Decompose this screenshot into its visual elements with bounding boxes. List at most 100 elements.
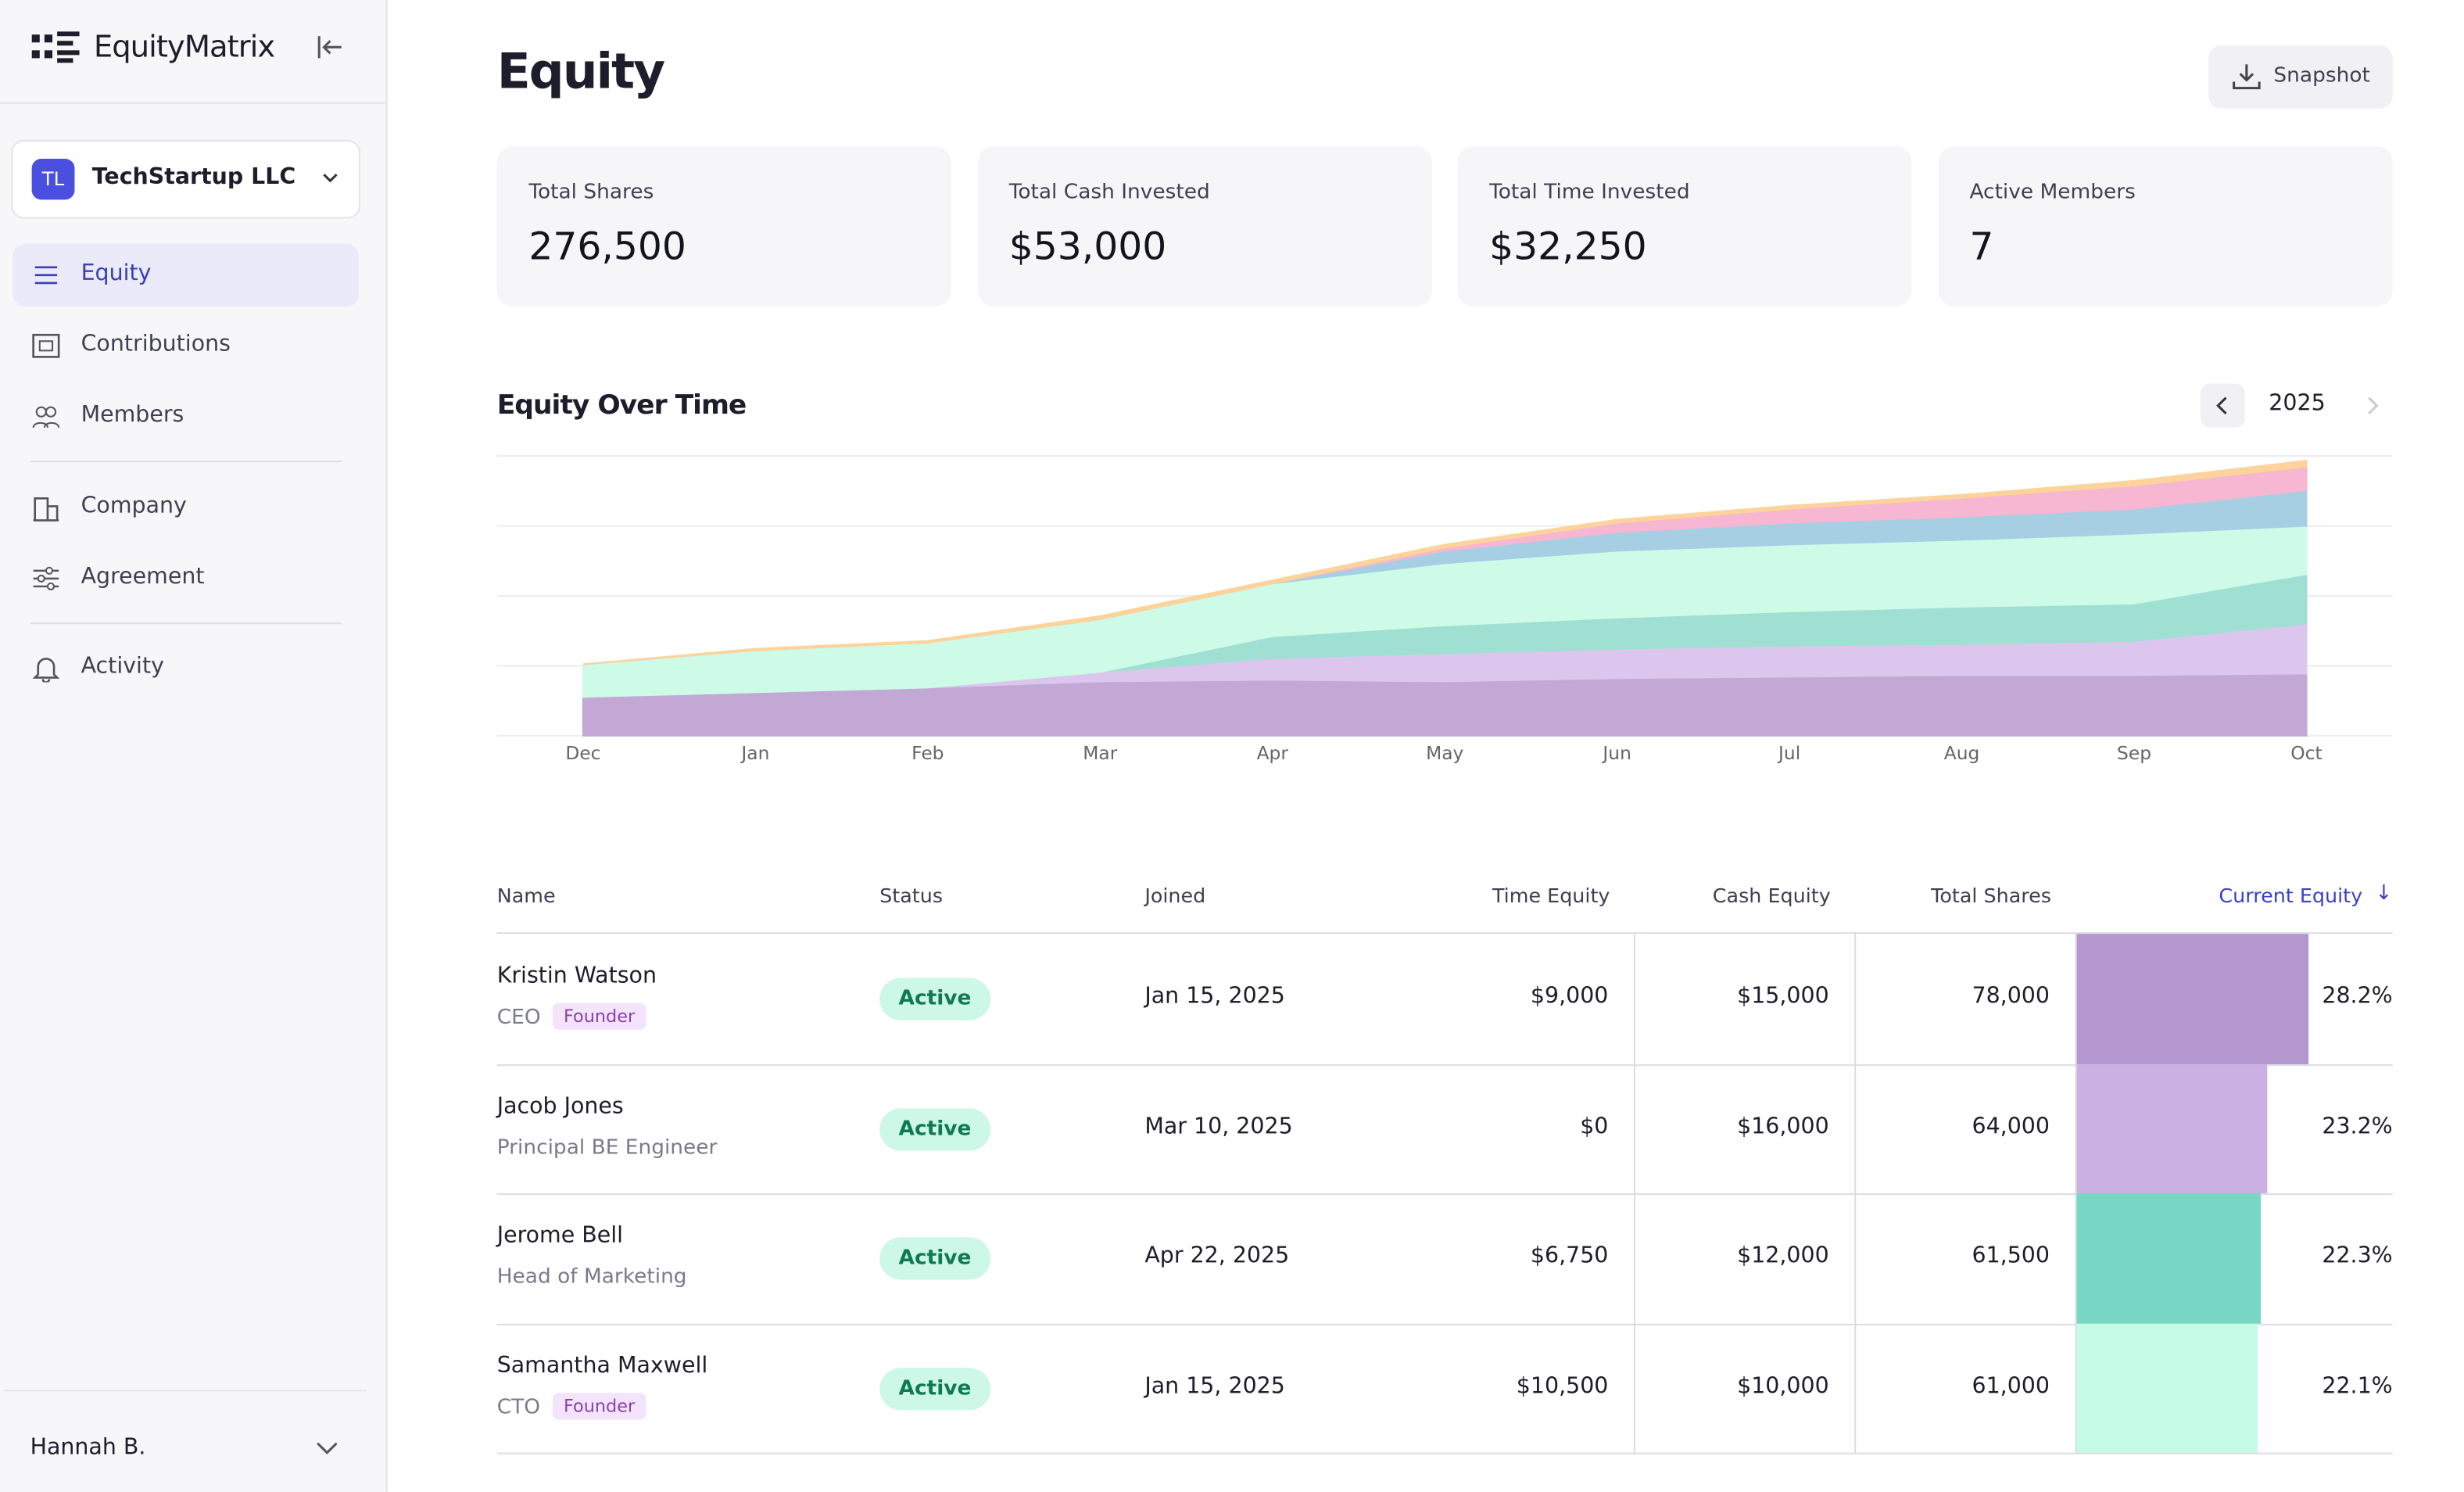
- time-equity: $10,500: [1516, 1373, 1609, 1399]
- x-tick-label: Sep: [2117, 743, 2151, 764]
- column-header: Current Equity: [2219, 883, 2363, 908]
- prev-year[interactable]: [2200, 383, 2245, 428]
- role: CTO: [496, 1395, 541, 1420]
- equity-label: 28.2%: [2322, 984, 2393, 1010]
- collapse-button[interactable]: [316, 34, 345, 59]
- divider: [0, 102, 386, 104]
- nav-item[interactable]: Contributions: [13, 314, 359, 377]
- role: CEO: [496, 1006, 541, 1030]
- org-name: TechStartup LLC: [91, 165, 296, 191]
- column-header: Time Equity: [1492, 883, 1610, 908]
- nav-label: Contributions: [81, 332, 231, 357]
- row-rule: [496, 1453, 2393, 1455]
- x-tick-label: Jan: [740, 743, 769, 764]
- column-header: Joined: [1144, 883, 1206, 908]
- stat-value: 276,500: [528, 224, 686, 269]
- stat-label: Total Time Invested: [1489, 181, 1690, 205]
- time-equity: $6,750: [1530, 1243, 1609, 1269]
- next-year[interactable]: [2350, 384, 2394, 428]
- nav-item[interactable]: Activity: [13, 637, 359, 699]
- total-shares: 61,000: [1972, 1373, 2050, 1399]
- divider: [30, 622, 342, 625]
- nav-item[interactable]: Equity: [13, 243, 360, 307]
- joined: Jan 15, 2025: [1144, 984, 1285, 1010]
- year: 2025: [2269, 391, 2326, 417]
- cash-equity: $15,000: [1737, 984, 1829, 1010]
- x-tick-label: Feb: [911, 743, 944, 764]
- nav-label: Agreement: [81, 564, 205, 590]
- cell-divider: [2075, 934, 2077, 1064]
- org-switcher[interactable]: TL TechStartup LLC: [11, 139, 361, 219]
- button-label: Snapshot: [2273, 64, 2370, 88]
- role: Head of Marketing: [496, 1265, 687, 1289]
- total-shares: 64,000: [1972, 1114, 2050, 1139]
- joined: Apr 22, 2025: [1144, 1243, 1290, 1269]
- divider: [5, 1390, 367, 1392]
- cell-divider: [1854, 934, 1857, 1064]
- cash-equity: $10,000: [1737, 1373, 1829, 1399]
- org-avatar: TL: [31, 159, 75, 200]
- column-header: Cash Equity: [1712, 883, 1831, 908]
- equity-label: 22.1%: [2322, 1373, 2393, 1399]
- logo: [31, 31, 80, 63]
- cell-divider: [1633, 1193, 1635, 1324]
- cell-divider: [1633, 934, 1635, 1064]
- equity-bar: [2076, 1193, 2261, 1324]
- cell-divider: [1854, 1063, 1857, 1194]
- stat-value: $32,250: [1489, 224, 1647, 269]
- role: Principal BE Engineer: [496, 1135, 718, 1160]
- divider: [30, 461, 342, 463]
- total-shares: 61,500: [1972, 1243, 2050, 1269]
- stat-card: Active Members 7: [1937, 145, 2392, 307]
- total-shares: 78,000: [1972, 984, 2050, 1010]
- nav-label: Activity: [81, 654, 164, 680]
- x-tick-label: Apr: [1257, 743, 1289, 764]
- stat-label: Active Members: [1969, 181, 2136, 205]
- cell-divider: [2075, 1193, 2077, 1324]
- cell-divider: [2075, 1323, 2077, 1454]
- row-rule: [496, 1193, 2393, 1196]
- nav-label: Members: [81, 402, 184, 428]
- x-tick-label: Jul: [1777, 743, 1800, 764]
- row-rule: [496, 1063, 2393, 1066]
- column-header: Name: [496, 883, 556, 908]
- equity-label: 23.2%: [2322, 1114, 2393, 1139]
- nav-item[interactable]: Members: [13, 386, 359, 448]
- snapshot-button[interactable]: Snapshot: [2208, 45, 2393, 109]
- x-tick-label: Aug: [1944, 743, 1980, 764]
- status: Active: [879, 1237, 990, 1280]
- nav-label: Equity: [81, 260, 152, 286]
- cell-divider: [1633, 1323, 1635, 1454]
- badge: Founder: [552, 1002, 646, 1030]
- equity-bar: [2076, 1323, 2259, 1454]
- stat-label: Total Cash Invested: [1008, 181, 1210, 205]
- badge: Founder: [552, 1392, 646, 1420]
- row-rule: [496, 1323, 2393, 1325]
- chevron: [317, 1442, 338, 1454]
- x-tick-label: Mar: [1083, 743, 1117, 764]
- cell-divider: [1854, 1323, 1857, 1454]
- cell-divider: [1633, 1063, 1635, 1194]
- user-name[interactable]: Hannah B.: [30, 1435, 146, 1461]
- name: Jacob Jones: [496, 1093, 624, 1119]
- name: Kristin Watson: [496, 963, 657, 989]
- sidebar: EquityMatrix TL TechStartup LLC Equity C…: [0, 0, 388, 1492]
- sort-arrow: ↓: [2375, 881, 2393, 906]
- name: Jerome Bell: [496, 1223, 624, 1249]
- status: Active: [879, 977, 990, 1020]
- stat-card: Total Shares 276,500: [496, 145, 951, 307]
- x-tick-label: Jun: [1601, 743, 1631, 764]
- nav-item[interactable]: Company: [13, 476, 359, 539]
- name: Samantha Maxwell: [496, 1353, 708, 1379]
- area: [582, 459, 2308, 665]
- time-equity: $0: [1580, 1114, 1609, 1139]
- cash-equity: $12,000: [1737, 1243, 1829, 1269]
- chevron: [323, 174, 338, 183]
- nav-item[interactable]: Agreement: [13, 547, 359, 610]
- equity-label: 22.3%: [2322, 1243, 2393, 1269]
- x-tick-label: Dec: [565, 743, 600, 764]
- x-tick-label: Oct: [2290, 743, 2322, 764]
- stat-card: Total Cash Invested $53,000: [977, 145, 1431, 307]
